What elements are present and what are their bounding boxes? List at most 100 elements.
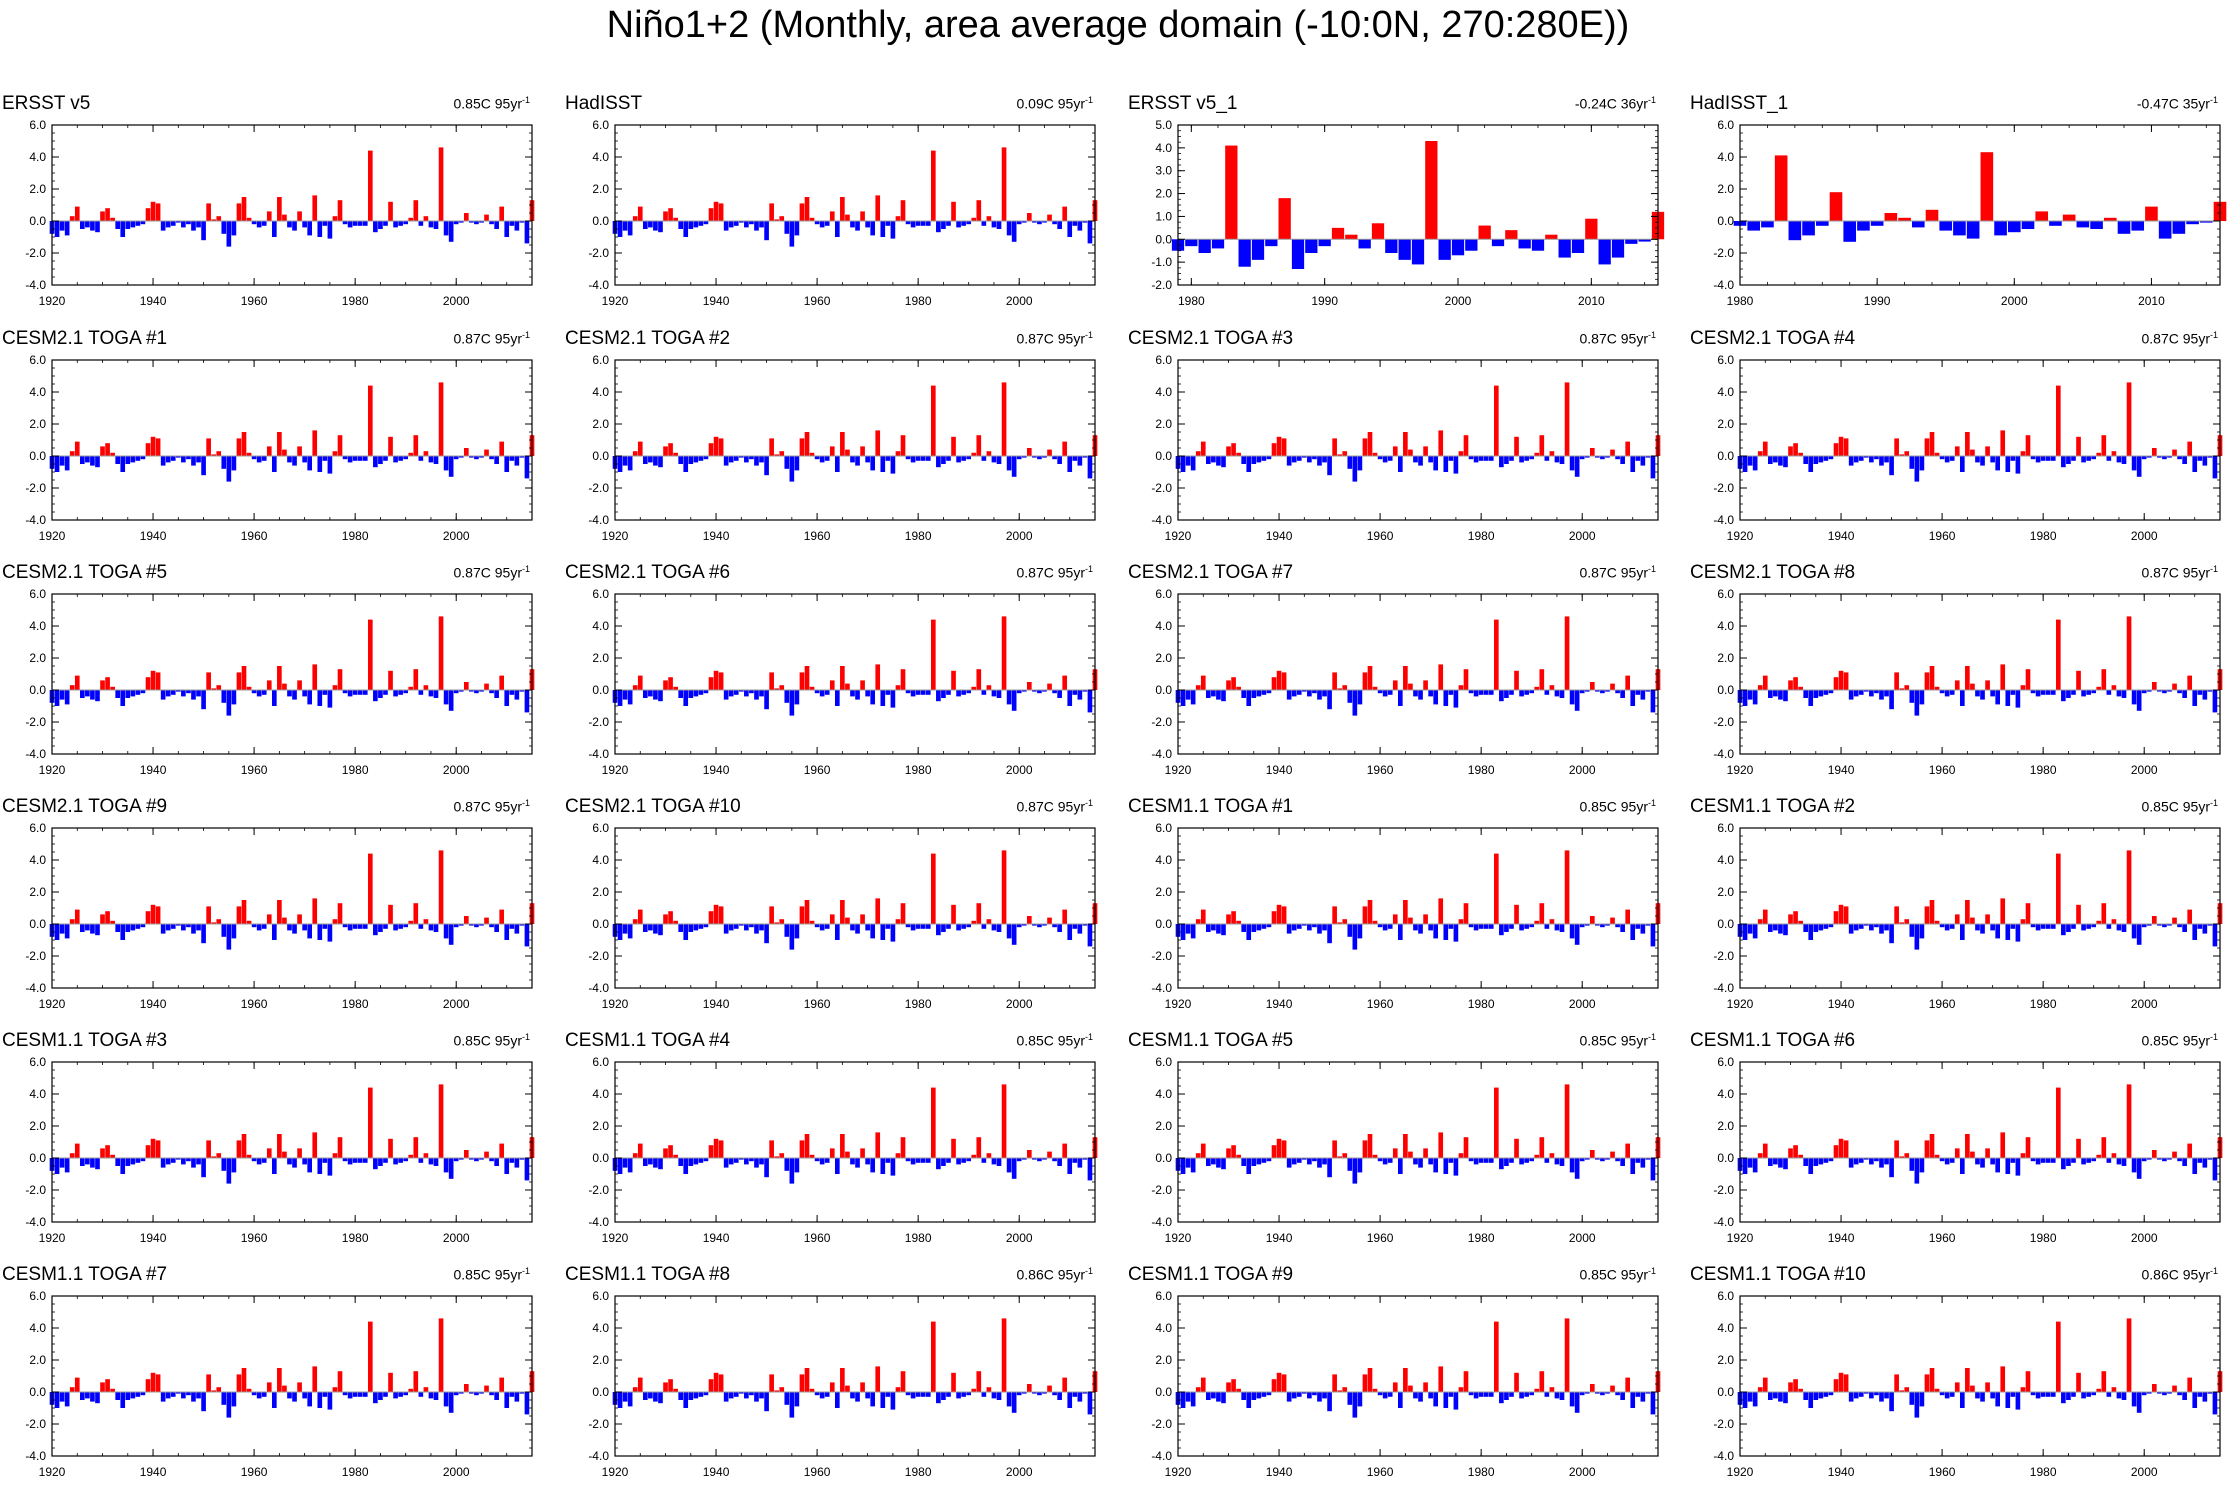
anomaly-bar (115, 456, 121, 464)
anomaly-bar (140, 1158, 146, 1162)
x-tick-label: 1980 (1468, 763, 1495, 777)
anomaly-bar (1564, 850, 1570, 924)
anomaly-bar (1438, 1132, 1444, 1158)
anomaly-bar (1332, 1374, 1337, 1392)
anomaly-bar (1190, 690, 1196, 705)
anomaly-bar (1377, 690, 1383, 694)
anomaly-bar (1318, 239, 1331, 247)
x-tick-label: 1920 (602, 529, 629, 543)
anomaly-bar (794, 456, 800, 471)
anomaly-bar (1499, 924, 1504, 936)
anomaly-bar (946, 1392, 951, 1397)
anomaly-bar (1352, 690, 1358, 716)
anomaly-bar (1357, 1158, 1363, 1173)
x-tick-label: 1940 (1266, 997, 1293, 1011)
anomaly-bar (668, 911, 673, 924)
anomaly-bar (1778, 1392, 1783, 1402)
anomaly-bar (236, 438, 242, 456)
anomaly-bar (2076, 670, 2081, 690)
trend-value: 0.85C 95yr (2141, 1032, 2210, 1049)
anomaly-bar (718, 906, 724, 924)
anomaly-bar (915, 924, 921, 929)
anomaly-bar (1301, 1158, 1307, 1160)
anomaly-bar (1615, 1158, 1620, 1162)
anomaly-bar (282, 683, 287, 690)
anomaly-bar (1869, 456, 1874, 463)
anomaly-bar (509, 456, 515, 461)
anomaly-bar (1408, 1151, 1413, 1158)
y-tick-label: -2.0 (1151, 1183, 1172, 1197)
anomaly-bar (1286, 690, 1292, 700)
anomaly-bar (125, 924, 131, 932)
x-tick-label: 2000 (1445, 294, 1472, 308)
anomaly-bar (1413, 690, 1418, 697)
anomaly-bar (718, 1374, 724, 1392)
anomaly-bar (1463, 903, 1469, 924)
anomaly-bar (458, 221, 464, 223)
anomaly-bar (1965, 900, 1970, 924)
anomaly-bar (2090, 221, 2103, 229)
anomaly-bar (514, 456, 520, 466)
trend-label: 0.87C 95yr-1 (1017, 564, 1094, 581)
anomaly-bar (1924, 1374, 1930, 1392)
anomaly-bar (794, 1392, 800, 1407)
anomaly-bar (1473, 924, 1479, 931)
anomaly-bar (433, 456, 439, 464)
anomaly-bar (357, 221, 363, 226)
anomaly-bar (2061, 456, 2066, 468)
anomaly-bar (403, 1392, 409, 1396)
anomaly-bar (1549, 451, 1555, 456)
anomaly-bar (1600, 456, 1605, 460)
anomaly-bar (54, 924, 60, 940)
anomaly-bar (1990, 690, 1995, 697)
anomaly-bar (738, 456, 744, 458)
trend-value: 0.85C 95yr (453, 95, 522, 112)
y-tick-label: 6.0 (1155, 353, 1172, 367)
y-tick-label: 0.0 (29, 1385, 46, 1399)
anomaly-bar (1813, 690, 1819, 698)
anomaly-bar (1863, 690, 1869, 692)
anomaly-bar (1808, 1392, 1814, 1408)
anomaly-bar (996, 690, 1002, 698)
anomaly-bar (1818, 690, 1824, 697)
anomaly-bar (484, 1151, 489, 1158)
anomaly-bar (1190, 1158, 1196, 1173)
anomaly-bar (1387, 690, 1393, 695)
anomaly-bar (408, 920, 414, 924)
anomaly-bar (936, 456, 941, 468)
x-tick-label: 1980 (2030, 529, 2057, 543)
anomaly-bar (627, 221, 633, 236)
anomaly-bar (1929, 666, 1935, 690)
anomaly-bar (499, 909, 505, 924)
anomaly-bar (1635, 1158, 1641, 1163)
anomaly-bar (728, 1158, 734, 1165)
anomaly-bar (1200, 1143, 1206, 1158)
anomaly-bar (759, 456, 764, 463)
anomaly-bar (774, 922, 780, 924)
panel-title: CESM2.1 TOGA #1 (2, 328, 168, 349)
anomaly-bar (1403, 1368, 1408, 1392)
chart-panel: CESM2.1 TOGA #10 0.87C 95yr-1 6.0 4.0 2.0 0.0… (565, 788, 1105, 1018)
anomaly-bar (789, 690, 795, 716)
anomaly-bar (895, 919, 901, 924)
anomaly-bar (759, 924, 764, 931)
anomaly-bar (1919, 1392, 1925, 1407)
anomaly-bar (1211, 690, 1216, 697)
anomaly-bar (373, 1158, 378, 1170)
anomaly-bar (1261, 1158, 1267, 1163)
anomaly-bar (100, 914, 105, 924)
anomaly-bar (1367, 432, 1373, 456)
anomaly-bar (925, 690, 931, 695)
y-tick-label: 0.0 (592, 917, 609, 931)
anomaly-bar (728, 690, 734, 697)
anomaly-bar (1569, 456, 1575, 471)
anomaly-bar (2136, 690, 2142, 711)
anomaly-bar (408, 686, 414, 690)
anomaly-bar (880, 690, 886, 706)
x-tick-label: 1940 (703, 763, 730, 777)
anomaly-bar (433, 690, 439, 698)
anomaly-bar (266, 446, 272, 456)
anomaly-bar (443, 1392, 449, 1407)
